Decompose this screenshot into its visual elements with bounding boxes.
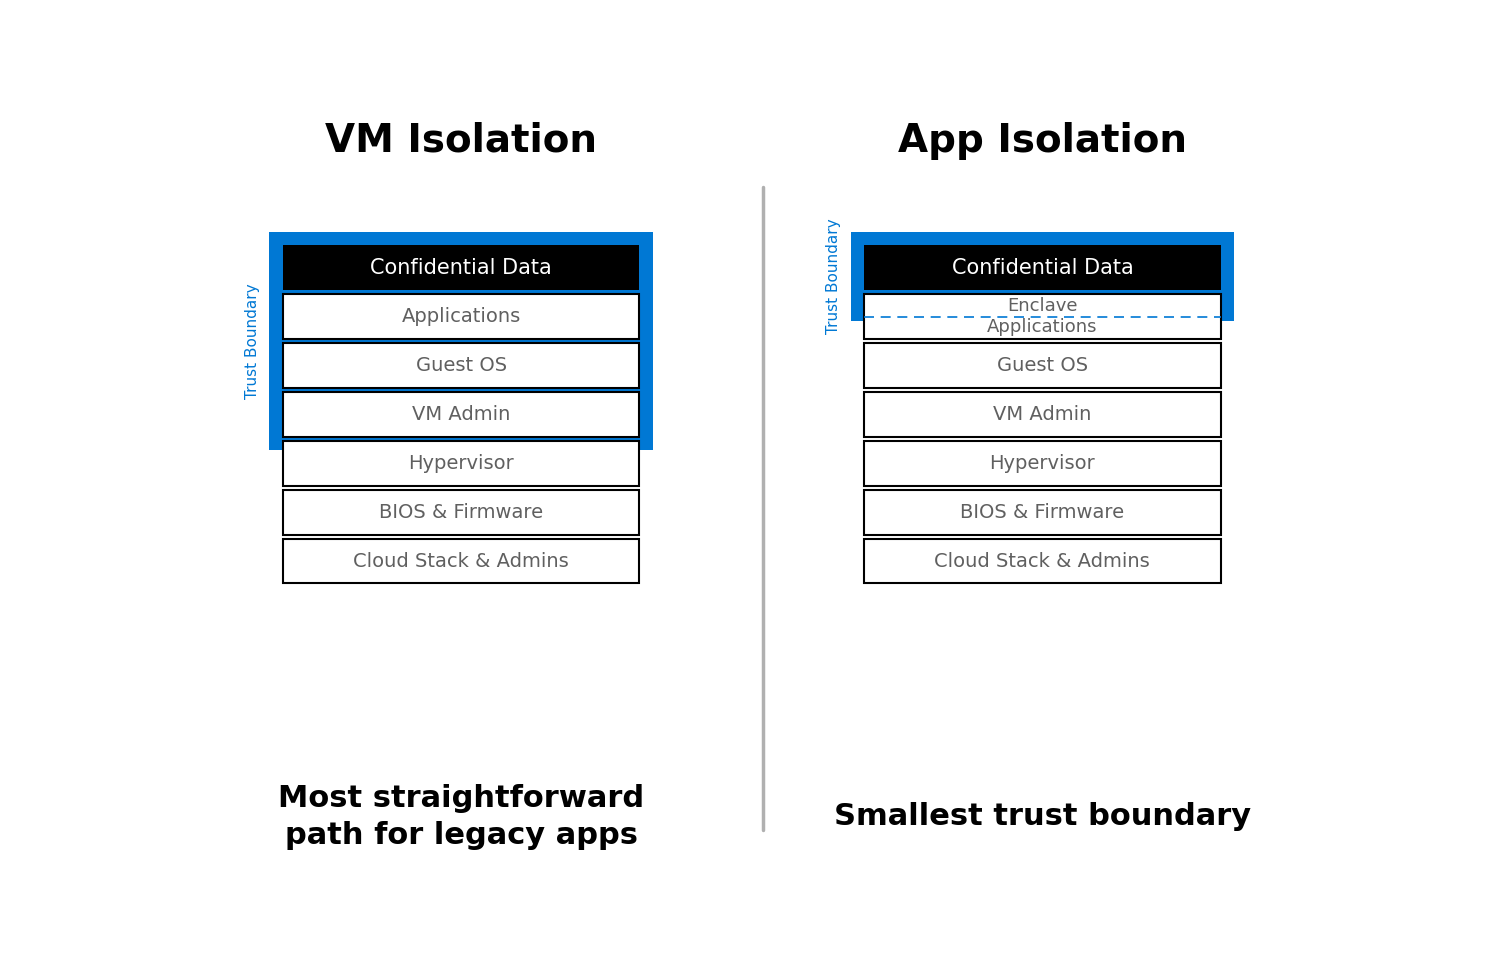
- Text: Confidential Data: Confidential Data: [371, 258, 552, 277]
- Text: BIOS & Firmware: BIOS & Firmware: [379, 503, 543, 521]
- Text: Confidential Data: Confidential Data: [951, 258, 1134, 277]
- Text: Trust Boundary: Trust Boundary: [244, 283, 260, 399]
- Text: App Isolation: App Isolation: [897, 122, 1187, 160]
- Text: Guest OS: Guest OS: [997, 356, 1088, 375]
- Bar: [851, 232, 1234, 320]
- Bar: [865, 539, 1220, 583]
- Text: Guest OS: Guest OS: [415, 356, 507, 375]
- Bar: [283, 539, 640, 583]
- Bar: [865, 490, 1220, 534]
- Text: BIOS & Firmware: BIOS & Firmware: [960, 503, 1125, 521]
- Text: Applications: Applications: [987, 318, 1098, 336]
- Text: Most straightforward
path for legacy apps: Most straightforward path for legacy app…: [278, 784, 644, 850]
- Text: VM Admin: VM Admin: [992, 405, 1092, 424]
- Text: VM Isolation: VM Isolation: [324, 122, 597, 160]
- Bar: [283, 490, 640, 534]
- Bar: [865, 294, 1220, 339]
- Bar: [283, 294, 640, 339]
- Text: VM Admin: VM Admin: [412, 405, 510, 424]
- Bar: [283, 343, 640, 388]
- Text: Cloud Stack & Admins: Cloud Stack & Admins: [934, 552, 1150, 570]
- Bar: [269, 232, 653, 450]
- Bar: [865, 343, 1220, 388]
- Bar: [865, 441, 1220, 486]
- Bar: [283, 392, 640, 437]
- Text: Cloud Stack & Admins: Cloud Stack & Admins: [353, 552, 568, 570]
- Text: Applications: Applications: [402, 307, 521, 326]
- Text: Smallest trust boundary: Smallest trust boundary: [833, 803, 1251, 831]
- Bar: [283, 441, 640, 486]
- Text: Hypervisor: Hypervisor: [990, 454, 1095, 472]
- Bar: [283, 245, 640, 290]
- Text: Trust Boundary: Trust Boundary: [826, 219, 841, 334]
- Bar: [865, 392, 1220, 437]
- Text: Enclave: Enclave: [1007, 297, 1077, 315]
- Bar: [865, 245, 1220, 290]
- Text: Hypervisor: Hypervisor: [408, 454, 513, 472]
